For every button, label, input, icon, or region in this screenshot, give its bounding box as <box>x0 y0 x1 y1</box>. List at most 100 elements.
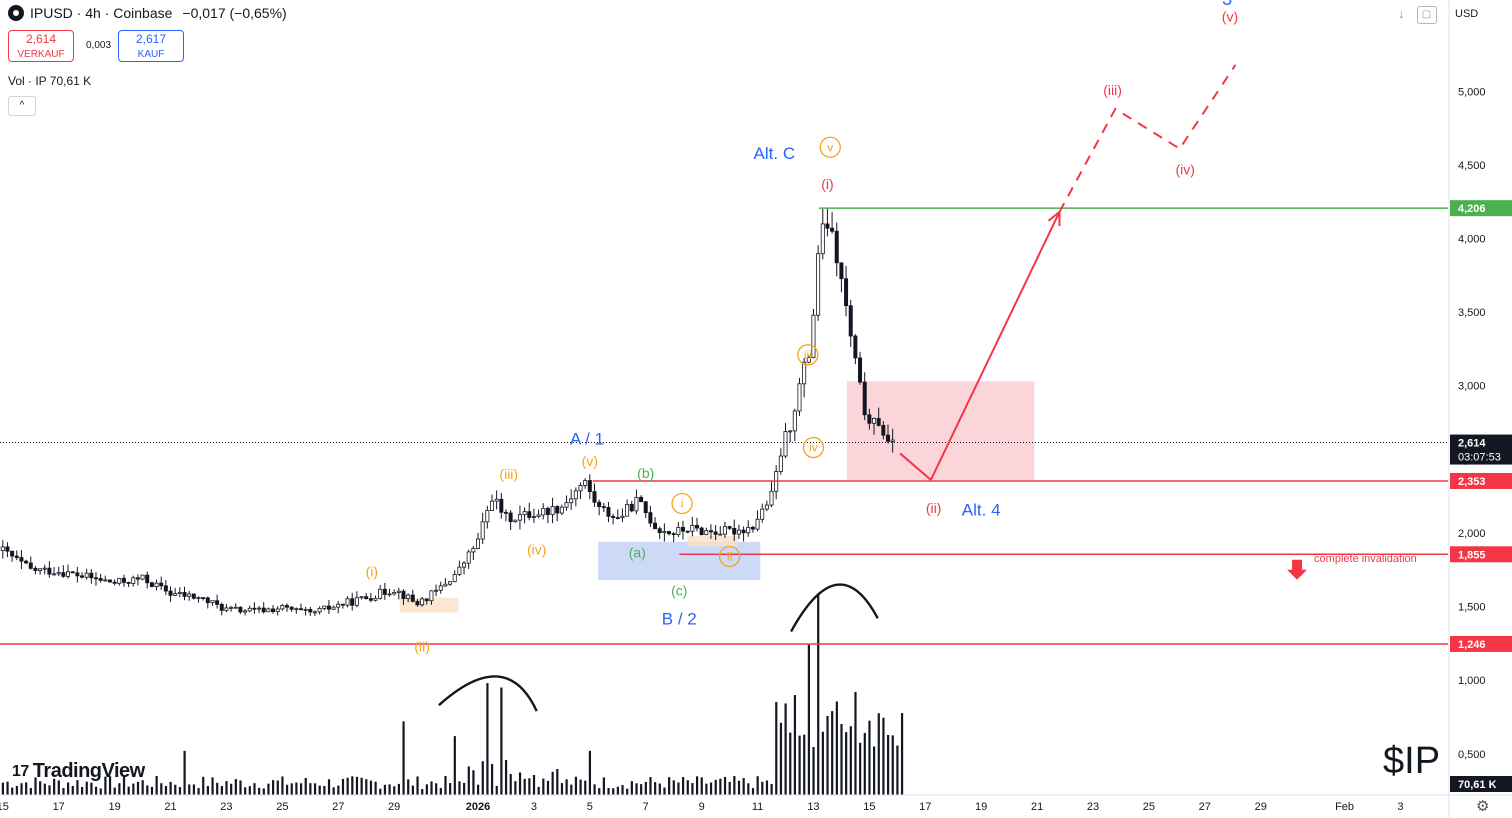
candle <box>639 495 644 503</box>
candle-body <box>494 498 499 502</box>
candle-body <box>578 485 583 492</box>
candle-body <box>303 608 308 611</box>
candle <box>420 596 425 607</box>
volume-bar <box>868 720 871 795</box>
collapse-legend-button[interactable]: ^ <box>8 96 36 116</box>
volume-bar <box>490 764 494 795</box>
volume-bar <box>845 732 848 795</box>
candle <box>210 600 215 606</box>
volume-bar <box>831 711 834 795</box>
candle <box>480 512 485 544</box>
candle-body <box>741 529 746 534</box>
screenshot-icon[interactable]: ▢ <box>1416 6 1437 24</box>
time-tick-label: 15 <box>0 801 9 813</box>
candle-body <box>434 589 439 592</box>
volume-bar <box>272 780 275 795</box>
candle <box>718 525 723 536</box>
currency-selector[interactable]: USD <box>1455 8 1479 20</box>
candle <box>434 584 439 597</box>
candle-body <box>862 381 867 416</box>
buy-button[interactable]: 2,617 KAUF <box>118 30 184 62</box>
volume-bar <box>197 788 200 795</box>
candle <box>615 509 620 520</box>
candle <box>368 592 373 603</box>
candle <box>727 525 732 531</box>
volume-bar <box>99 788 102 795</box>
wave-label: iii <box>804 348 812 362</box>
candle <box>10 550 15 562</box>
candle <box>336 600 341 614</box>
candle <box>38 568 43 575</box>
candle <box>573 487 578 507</box>
volume-bar <box>719 778 722 795</box>
tradingview-logo[interactable]: 17 TradingView <box>12 760 145 783</box>
volume-bar <box>682 777 685 795</box>
candle-body <box>75 572 80 577</box>
candle <box>890 428 895 453</box>
invalidation-label: complete invalidation <box>1314 553 1417 565</box>
volume-bar <box>463 782 466 795</box>
volume-bar <box>742 778 745 795</box>
volume-bar <box>817 594 820 795</box>
volume-bar <box>677 782 680 795</box>
volume-legend: Vol · IP 70,61 K <box>8 74 92 88</box>
candle-body <box>89 572 94 579</box>
volume-bar <box>122 776 126 795</box>
candle-body <box>438 585 443 591</box>
volume-bar <box>383 784 387 795</box>
candle <box>844 265 849 317</box>
symbol-header[interactable]: IPUSD · 4h · Coinbase −0,017 (−0,65%) <box>8 5 287 21</box>
candle-body <box>597 501 602 507</box>
candle-body <box>28 562 33 569</box>
volume-bar <box>15 785 18 795</box>
volume-bar <box>304 778 307 795</box>
volume-bar <box>542 778 545 795</box>
price-tag-text: 1,246 <box>1458 639 1486 651</box>
volume-bar <box>25 782 28 795</box>
candle-body <box>573 490 578 500</box>
volume-tag-bg <box>1450 776 1512 792</box>
candle-body <box>271 608 276 612</box>
candle-body <box>704 530 709 536</box>
candle <box>47 561 52 578</box>
candle <box>587 474 592 500</box>
candle-body <box>173 593 178 596</box>
candle <box>345 596 350 608</box>
candle-body <box>317 608 322 613</box>
volume-bar <box>239 780 242 795</box>
volume-bar <box>76 780 79 795</box>
candle <box>298 603 303 611</box>
candle <box>662 523 667 542</box>
volume-bar <box>477 784 480 795</box>
download-arrow-icon[interactable]: ↓ <box>1398 6 1405 21</box>
settings-gear-icon[interactable]: ⚙ <box>1476 798 1490 815</box>
price-tick-label: 1,500 <box>1458 602 1486 614</box>
volume-bar <box>691 783 694 795</box>
candle-body <box>466 551 471 564</box>
candle-body <box>541 508 546 516</box>
candle-body <box>84 572 89 578</box>
candle-body <box>606 507 611 517</box>
volume-bar <box>39 781 42 795</box>
candle <box>839 262 844 293</box>
candle-body <box>769 490 774 506</box>
volume-bar <box>616 786 619 795</box>
volume-bar <box>285 784 289 795</box>
candle-body <box>284 605 289 608</box>
candle-body <box>233 606 238 609</box>
candle <box>84 568 89 580</box>
volume-bar <box>164 786 168 795</box>
volume-bar <box>514 781 517 795</box>
candle <box>545 506 550 524</box>
candle <box>653 517 658 530</box>
sell-button[interactable]: 2,614 VERKAUF <box>8 30 74 62</box>
volume-bar <box>341 778 345 795</box>
volume-bar <box>53 778 56 795</box>
volume-bar <box>244 787 247 795</box>
candle-body <box>140 574 145 580</box>
candle-body <box>205 597 210 604</box>
level-price-tag: 1,246 <box>1450 635 1512 652</box>
candle <box>443 577 448 588</box>
volume-bar <box>393 786 396 795</box>
